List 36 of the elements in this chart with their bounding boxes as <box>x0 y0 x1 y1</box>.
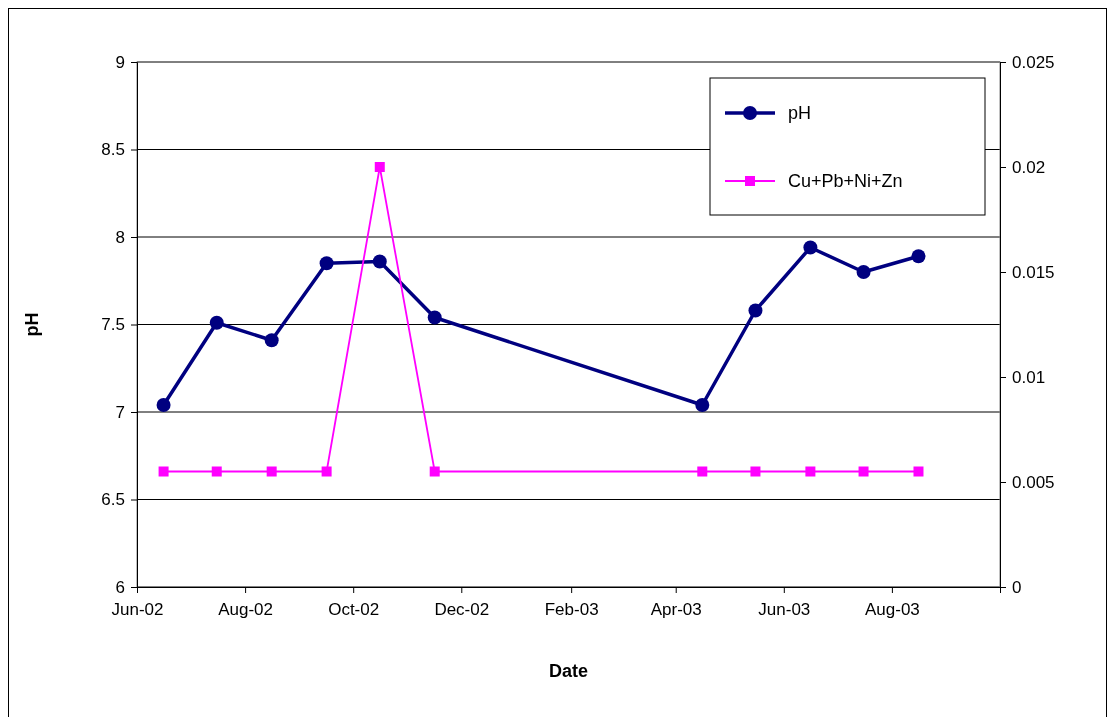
y-tick-label: 9 <box>115 52 125 72</box>
y-tick-label: 7 <box>115 402 125 422</box>
point <box>911 249 926 264</box>
point <box>319 256 334 271</box>
point <box>856 265 871 279</box>
x-tick-label: Feb-03 <box>544 599 599 619</box>
y-tick-label: 6 <box>115 577 125 597</box>
point <box>264 333 279 348</box>
y2-tick-label: 0 <box>1012 577 1022 597</box>
y2-tick-label: 0.025 <box>1012 52 1055 72</box>
point <box>748 303 763 318</box>
x-tick-label: Aug-02 <box>218 599 274 619</box>
y2-tick-label: 0.005 <box>1012 472 1055 492</box>
point <box>803 240 818 255</box>
x-axis-title: Date <box>548 661 589 681</box>
point <box>695 398 710 412</box>
y-tick-label: 8 <box>115 227 125 247</box>
y-axis-title: pH <box>22 312 42 337</box>
x-tick-label: Jun-02 <box>111 599 164 619</box>
point <box>427 310 442 325</box>
point <box>372 254 387 269</box>
y2-tick-label: 0.015 <box>1012 262 1055 282</box>
y-tick-label: 8.5 <box>101 140 125 160</box>
x-tick-label: Jun-03 <box>758 599 811 619</box>
x-tick-label: Dec-02 <box>434 599 490 619</box>
y2-tick-label: 0.01 <box>1012 367 1046 387</box>
legend-label: pH <box>788 103 812 123</box>
y2-tick-label: 0.02 <box>1012 157 1046 177</box>
legend-label: Cu+Pb+Ni+Zn <box>788 171 903 191</box>
y-tick-label: 6.5 <box>101 490 125 510</box>
point <box>156 398 171 412</box>
x-tick-label: Apr-03 <box>650 599 702 619</box>
point <box>209 315 224 330</box>
x-tick-label: Aug-03 <box>864 599 920 619</box>
y-tick-label: 7.5 <box>101 315 125 335</box>
x-tick-label: Oct-02 <box>328 599 380 619</box>
